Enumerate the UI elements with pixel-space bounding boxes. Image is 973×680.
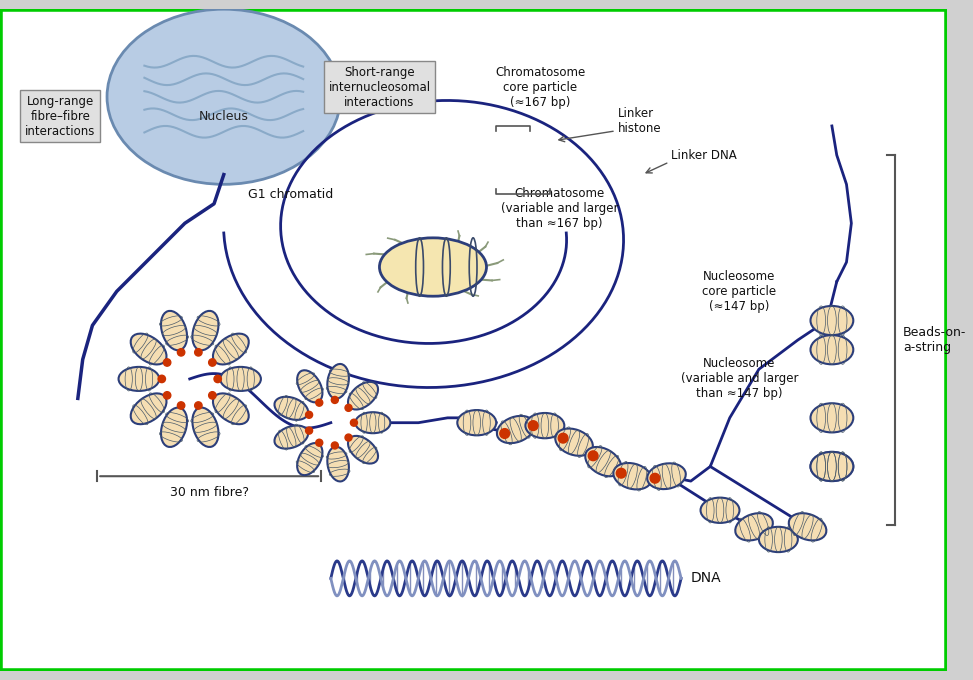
Text: Long-range
fibre–fibre
interactions: Long-range fibre–fibre interactions <box>25 95 95 138</box>
Circle shape <box>332 442 339 449</box>
Ellipse shape <box>213 334 249 364</box>
Circle shape <box>616 469 626 478</box>
Text: Chromatosome
core particle
(≈167 bp): Chromatosome core particle (≈167 bp) <box>495 65 585 109</box>
Ellipse shape <box>379 238 486 296</box>
Ellipse shape <box>161 407 187 447</box>
Circle shape <box>350 419 357 426</box>
Ellipse shape <box>297 443 322 475</box>
Circle shape <box>163 392 171 399</box>
Ellipse shape <box>130 394 166 424</box>
Circle shape <box>345 405 352 411</box>
Ellipse shape <box>811 452 853 481</box>
Circle shape <box>332 396 339 403</box>
Circle shape <box>500 428 510 439</box>
Circle shape <box>208 392 216 399</box>
Text: Linker DNA: Linker DNA <box>671 149 738 162</box>
Ellipse shape <box>274 396 308 420</box>
Ellipse shape <box>525 413 564 439</box>
Text: Nucleus: Nucleus <box>198 109 249 122</box>
Circle shape <box>316 399 323 406</box>
Text: Linker
histone: Linker histone <box>618 107 662 135</box>
Ellipse shape <box>811 306 853 335</box>
Ellipse shape <box>355 412 390 433</box>
Ellipse shape <box>811 335 853 364</box>
Ellipse shape <box>736 513 773 541</box>
Circle shape <box>208 359 216 367</box>
Ellipse shape <box>613 463 652 490</box>
Circle shape <box>177 349 185 356</box>
Circle shape <box>528 421 538 430</box>
Ellipse shape <box>348 382 378 409</box>
Text: Nucleosome
(variable and larger
than ≈147 bp): Nucleosome (variable and larger than ≈14… <box>681 358 798 401</box>
Circle shape <box>214 375 222 383</box>
Ellipse shape <box>457 410 496 435</box>
Text: 30 nm fibre?: 30 nm fibre? <box>169 486 249 499</box>
Text: G1 chromatid: G1 chromatid <box>248 188 334 201</box>
Text: Beads-on-
a-string: Beads-on- a-string <box>903 326 966 354</box>
Circle shape <box>306 411 312 418</box>
Circle shape <box>306 427 312 434</box>
Ellipse shape <box>789 513 826 541</box>
Ellipse shape <box>130 334 166 364</box>
Ellipse shape <box>193 311 219 350</box>
Circle shape <box>195 402 202 409</box>
Ellipse shape <box>759 527 798 552</box>
Ellipse shape <box>811 452 853 481</box>
Ellipse shape <box>585 447 621 476</box>
Circle shape <box>163 359 171 367</box>
Text: Chromatosome
(variable and larger
than ≈167 bp): Chromatosome (variable and larger than ≈… <box>501 187 618 230</box>
Ellipse shape <box>327 364 349 398</box>
Ellipse shape <box>107 10 341 184</box>
Ellipse shape <box>274 426 308 449</box>
Ellipse shape <box>327 447 349 481</box>
Circle shape <box>559 433 568 443</box>
Ellipse shape <box>701 498 739 523</box>
Circle shape <box>158 375 165 383</box>
Ellipse shape <box>647 463 686 489</box>
Text: Nucleosome
core particle
(≈147 bp): Nucleosome core particle (≈147 bp) <box>703 270 776 313</box>
Ellipse shape <box>297 370 322 403</box>
Text: Short-range
internucleosomal
interactions: Short-range internucleosomal interaction… <box>329 65 430 109</box>
Circle shape <box>345 434 352 441</box>
Ellipse shape <box>161 311 187 350</box>
Ellipse shape <box>213 394 249 424</box>
Ellipse shape <box>497 416 534 443</box>
Circle shape <box>316 439 323 446</box>
Circle shape <box>589 451 598 460</box>
Ellipse shape <box>348 436 378 464</box>
Ellipse shape <box>193 407 219 447</box>
Ellipse shape <box>220 367 261 391</box>
Ellipse shape <box>119 367 160 391</box>
Text: DNA: DNA <box>691 571 721 585</box>
Circle shape <box>195 349 202 356</box>
Circle shape <box>177 402 185 409</box>
Ellipse shape <box>811 403 853 432</box>
Ellipse shape <box>556 428 593 456</box>
Circle shape <box>650 473 660 483</box>
